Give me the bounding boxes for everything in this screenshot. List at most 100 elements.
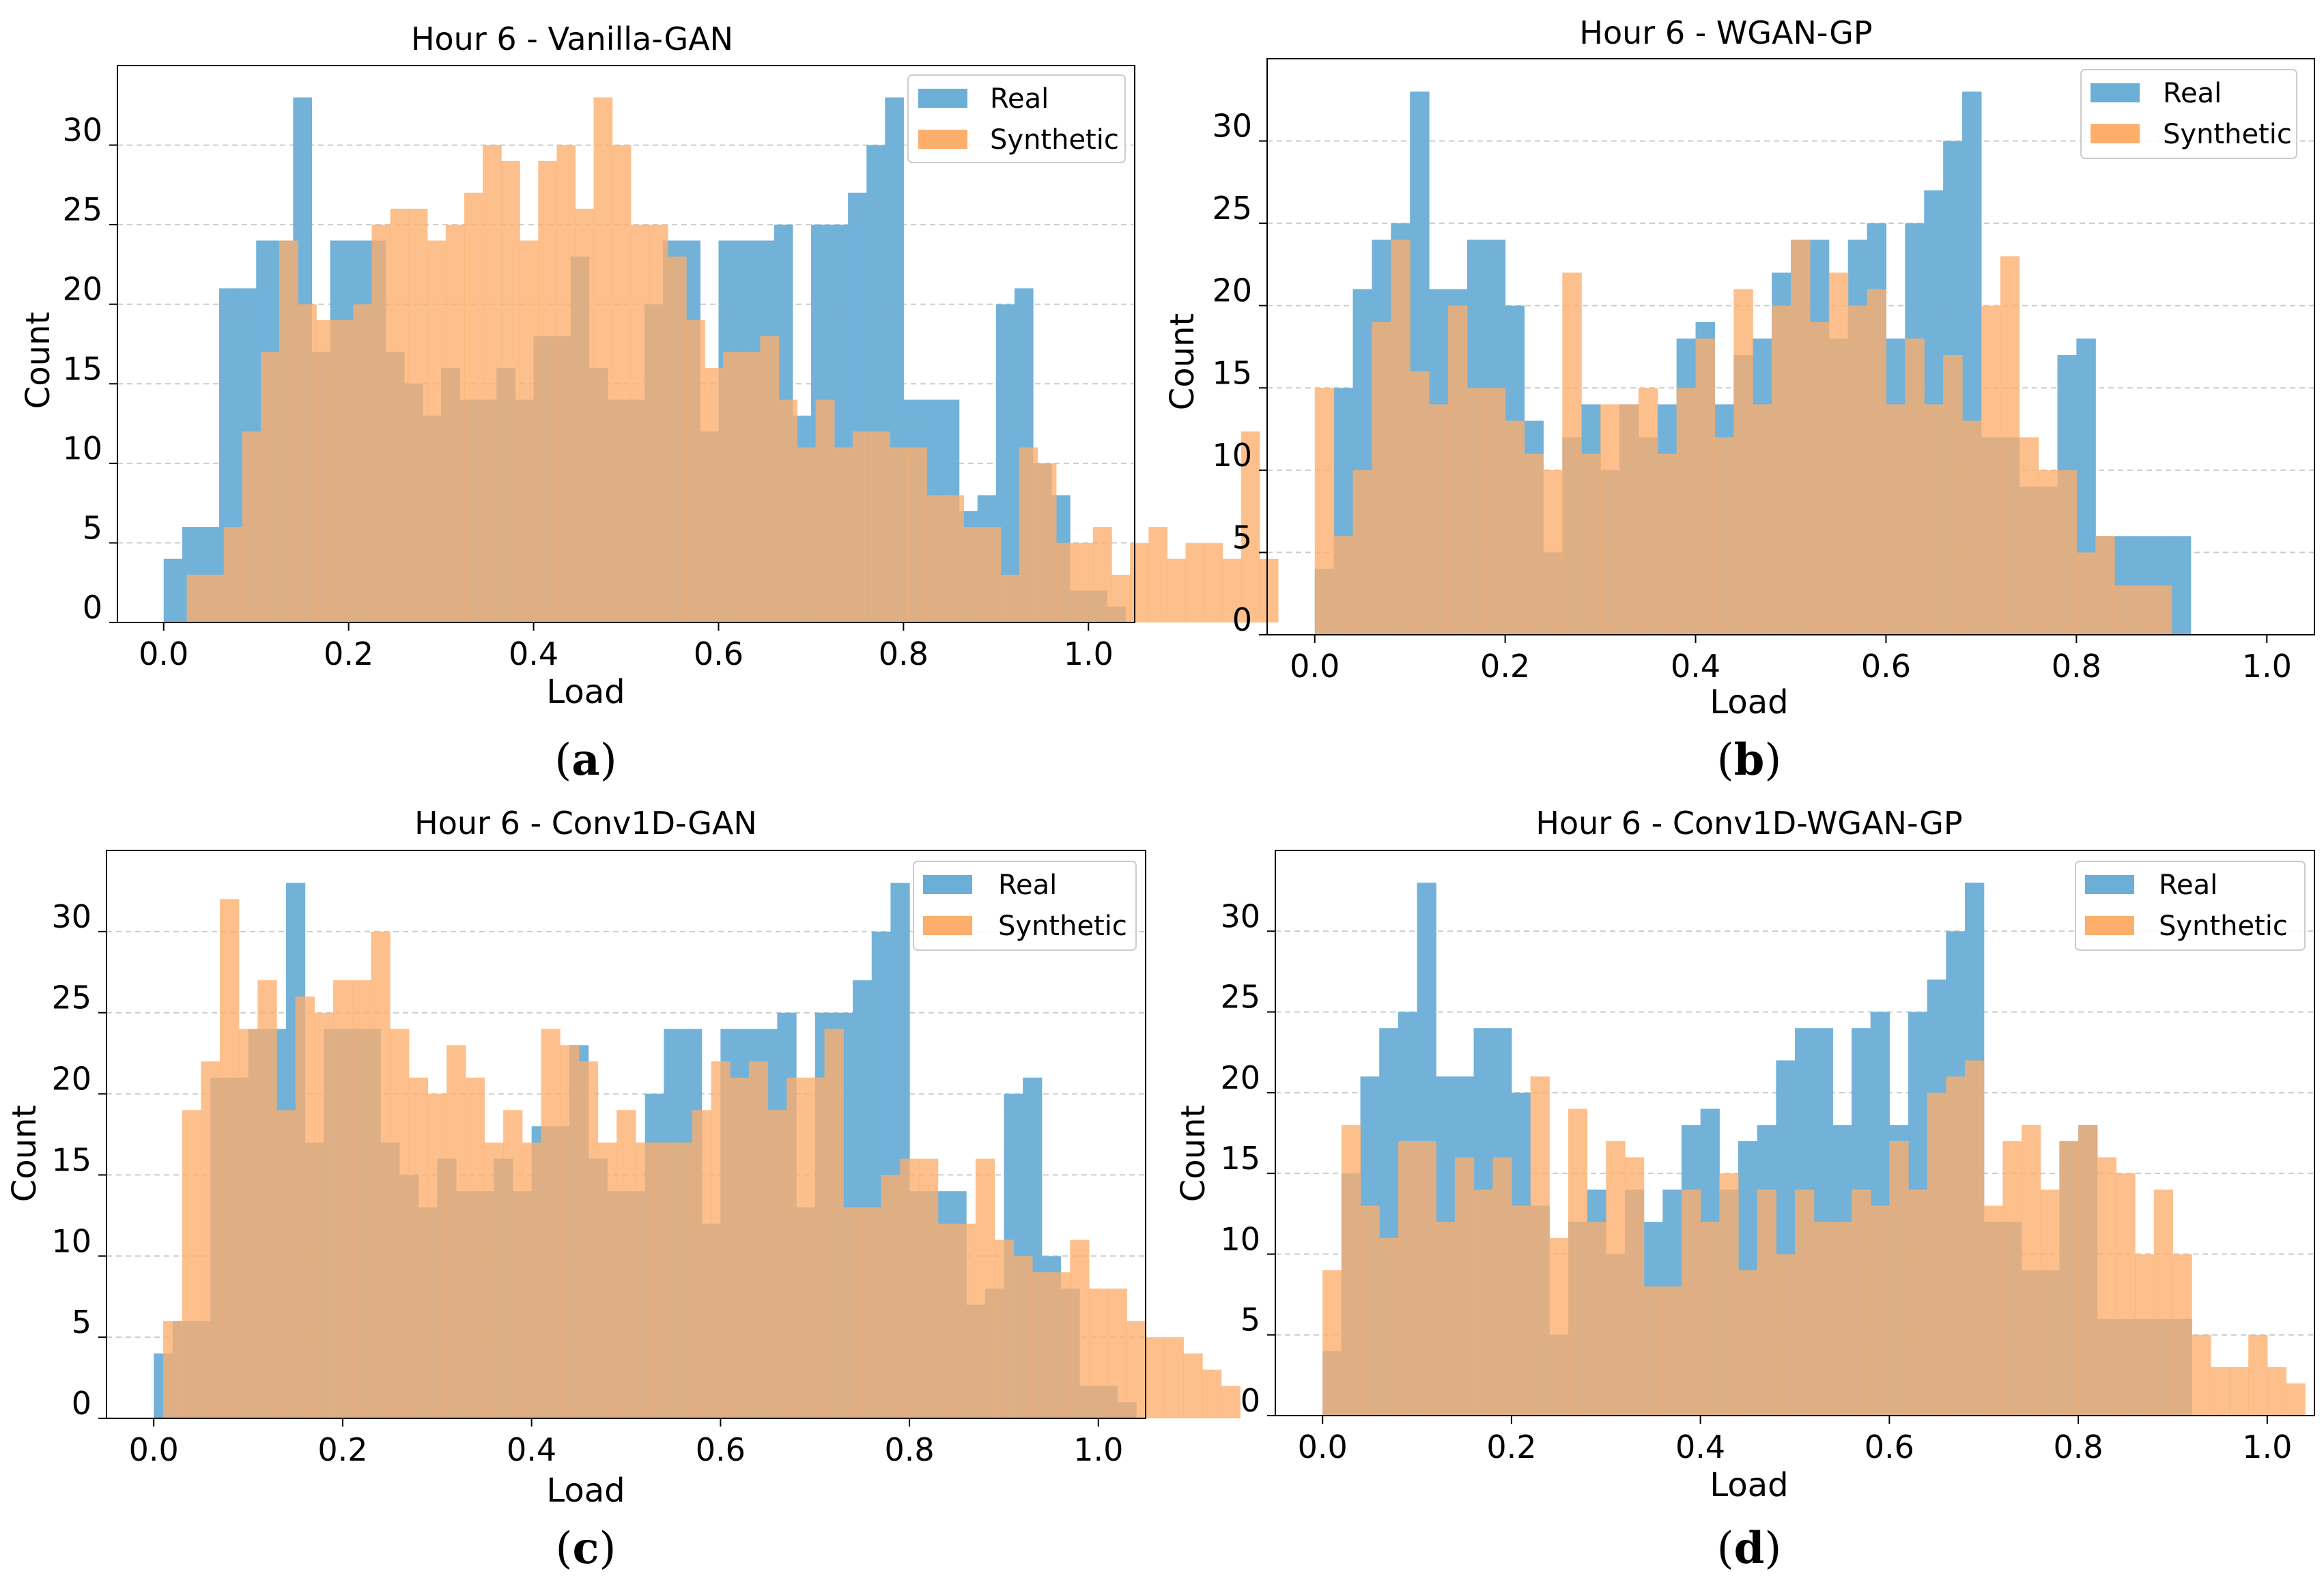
bar-synthetic — [1322, 1270, 1342, 1416]
bar-synthetic — [1870, 1205, 1890, 1416]
bar-synthetic — [390, 208, 410, 623]
series-synthetic — [186, 97, 1279, 623]
y-tick-label: 0 — [83, 589, 102, 626]
bar-synthetic — [578, 1061, 599, 1418]
bar-synthetic — [223, 527, 243, 622]
y-tick-label: 5 — [1232, 519, 1252, 556]
bar-synthetic — [900, 1158, 920, 1418]
bar-synthetic — [612, 145, 632, 622]
bar-synthetic — [881, 1175, 901, 1418]
bar-synthetic — [2267, 1367, 2287, 1416]
bar-synthetic — [667, 256, 687, 622]
bar-synthetic — [501, 160, 520, 622]
bar-synthetic — [797, 447, 817, 622]
bar-synthetic — [1185, 543, 1205, 622]
bar-synthetic — [1372, 321, 1391, 635]
x-tick-label: 0.4 — [1675, 1429, 1725, 1465]
bar-synthetic — [1032, 1272, 1052, 1418]
legend-label-real-b: Real — [2163, 78, 2222, 109]
bar-synthetic — [1429, 404, 1449, 635]
plot-area-c: 0.0 0.2 0.4 0.6 0.8 1.0 0 5 10 15 20 25 30 — [51, 850, 1241, 1468]
x-tick-label: 0.0 — [1298, 1429, 1348, 1465]
bar-synthetic — [918, 1158, 939, 1418]
bar-synthetic — [2248, 1334, 2268, 1416]
bar-synthetic — [2135, 1254, 2155, 1416]
y-tick-label: 30 — [51, 898, 91, 935]
y-tick-label: 5 — [83, 509, 102, 546]
bar-synthetic — [1965, 1060, 1985, 1416]
bar-synthetic — [1466, 388, 1487, 635]
bar-synthetic — [483, 145, 502, 622]
bar-synthetic — [1070, 1240, 1090, 1418]
bar-synthetic — [163, 1321, 183, 1418]
bar-synthetic — [1204, 543, 1223, 622]
legend-b: Real Synthetic — [2080, 69, 2297, 159]
y-tick-label: 10 — [1212, 437, 1252, 474]
bar-synthetic — [908, 447, 927, 622]
legend-swatch-synthetic-c — [923, 916, 972, 935]
bar-synthetic — [2097, 1157, 2117, 1416]
bar-synthetic — [673, 1142, 693, 1418]
bar-synthetic — [1093, 527, 1112, 622]
x-tick-label: 0.2 — [1480, 648, 1530, 685]
bar-synthetic — [503, 1110, 523, 1418]
bar-synthetic — [2152, 585, 2172, 635]
bar-synthetic — [182, 1110, 201, 1418]
legend-swatch-synthetic-b — [2091, 124, 2140, 143]
bar-synthetic — [447, 1045, 466, 1418]
bar-synthetic — [314, 1012, 334, 1418]
bar-synthetic — [2078, 1125, 2098, 1416]
bar-synthetic — [464, 192, 483, 622]
y-tick-label: 15 — [62, 350, 102, 387]
bar-synthetic — [1417, 1141, 1436, 1416]
panel-b: 0.0 0.2 0.4 0.6 0.8 1.0 0 5 10 15 20 25 30 Hour 6 - … — [1163, 14, 2315, 786]
series-synthetic — [1322, 1060, 2306, 1416]
bar-synthetic — [1776, 1254, 1796, 1416]
bar-synthetic — [427, 240, 447, 623]
bar-synthetic — [556, 145, 576, 622]
bar-synthetic — [1638, 388, 1658, 635]
bar-synthetic — [1505, 420, 1525, 635]
y-tick-label: 30 — [1220, 898, 1260, 934]
bar-synthetic — [1791, 240, 1811, 635]
bar-synthetic — [1436, 1222, 1456, 1416]
bar-synthetic — [2116, 1173, 2136, 1416]
y-tick-label: 25 — [62, 191, 102, 228]
y-tick-label: 0 — [1232, 601, 1252, 638]
bar-synthetic — [2134, 585, 2153, 635]
bar-synthetic — [617, 1110, 636, 1418]
bar-synthetic — [1962, 420, 1982, 635]
x-tick-label: 0.2 — [317, 1431, 367, 1468]
series-synthetic — [1314, 240, 2172, 635]
bar-synthetic — [2002, 1141, 2022, 1416]
bar-synthetic — [760, 336, 780, 622]
bar-synthetic — [926, 495, 946, 622]
x-tick-label: 0.2 — [324, 635, 373, 672]
bar-synthetic — [1183, 1353, 1203, 1418]
panel-caption-letter-b: b — [1734, 734, 1765, 786]
bar-synthetic — [371, 931, 391, 1418]
bar-synthetic — [2019, 437, 2039, 635]
bar-synthetic — [741, 352, 761, 622]
bar-synthetic — [1088, 1288, 1109, 1418]
bar-synthetic — [937, 1223, 957, 1418]
y-tick-label: 15 — [1220, 1140, 1260, 1177]
bar-synthetic — [956, 1223, 976, 1418]
bar-synthetic — [1809, 321, 1830, 635]
bar-synthetic — [1126, 1321, 1146, 1418]
y-axis-label-a: Count — [19, 312, 57, 410]
bar-synthetic — [1111, 575, 1131, 622]
panel-caption-letter-d: d — [1734, 1523, 1765, 1574]
bar-synthetic — [1700, 1222, 1720, 1416]
bar-synthetic — [2000, 256, 2020, 635]
x-axis-label-a: Load — [546, 673, 625, 711]
x-axis-label-c: Load — [546, 1472, 625, 1510]
panel-caption-b: (b) — [1717, 734, 1782, 786]
y-tick-label: 5 — [72, 1304, 91, 1341]
bar-synthetic — [1889, 1141, 1909, 1416]
chart-title-c: Hour 6 - Conv1D-GAN — [414, 805, 757, 842]
bar-synthetic — [787, 1077, 806, 1418]
bar-synthetic — [1037, 463, 1057, 622]
bar-synthetic — [2059, 1141, 2079, 1416]
y-tick-label: 30 — [62, 112, 102, 149]
